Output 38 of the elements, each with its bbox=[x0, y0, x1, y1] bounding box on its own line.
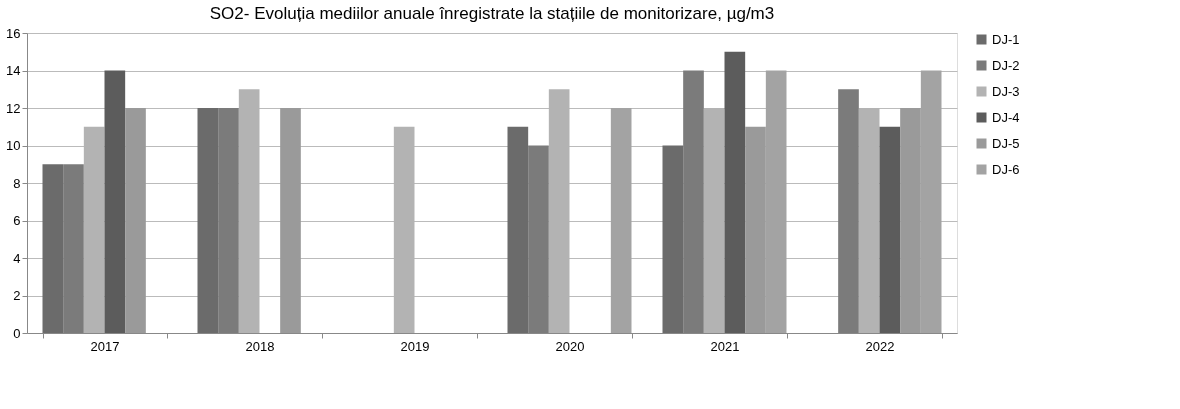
x-tick-label: 2021 bbox=[710, 338, 740, 354]
x-tick-label: 2019 bbox=[400, 338, 430, 354]
bar bbox=[280, 108, 301, 333]
chart-title: SO2- Evoluția mediilor anuale înregistrate la stațiile de monitorizare, µg/m3 bbox=[209, 4, 775, 23]
y-tick-label: 16 bbox=[6, 25, 21, 41]
legend-label: DJ-2 bbox=[992, 57, 1020, 73]
legend-label: DJ-3 bbox=[992, 83, 1020, 99]
bar bbox=[879, 126, 901, 333]
bar bbox=[610, 108, 632, 333]
bar bbox=[507, 126, 529, 333]
y-tick-label: 6 bbox=[13, 213, 21, 228]
legend-label: DJ-4 bbox=[992, 109, 1020, 125]
x-tick-label: 2017 bbox=[90, 338, 120, 354]
y-tick-label: 0 bbox=[13, 325, 21, 341]
bar bbox=[528, 145, 549, 333]
bar bbox=[125, 108, 146, 333]
y-tick-label: 8 bbox=[13, 175, 21, 191]
y-tick-label: 2 bbox=[13, 288, 21, 303]
bar bbox=[724, 51, 746, 333]
bar bbox=[218, 108, 239, 333]
bar bbox=[197, 108, 219, 333]
bar bbox=[662, 145, 684, 333]
x-tick-label: 2018 bbox=[245, 338, 275, 354]
y-tick-label: 12 bbox=[6, 100, 21, 116]
x-tick-label: 2020 bbox=[555, 338, 585, 354]
y-tick-label: 14 bbox=[6, 63, 21, 78]
y-tick-label: 4 bbox=[13, 250, 21, 266]
bar bbox=[683, 70, 704, 333]
y-tick-label: 10 bbox=[6, 138, 21, 153]
x-tick-label: 2022 bbox=[865, 338, 895, 354]
legend-label: DJ-1 bbox=[992, 31, 1020, 47]
legend-label: DJ-5 bbox=[992, 135, 1020, 151]
legend-label: DJ-6 bbox=[992, 161, 1020, 177]
bar bbox=[703, 108, 725, 333]
bar bbox=[838, 89, 859, 333]
bar bbox=[104, 70, 126, 333]
bar bbox=[63, 164, 84, 333]
bar bbox=[42, 164, 64, 333]
